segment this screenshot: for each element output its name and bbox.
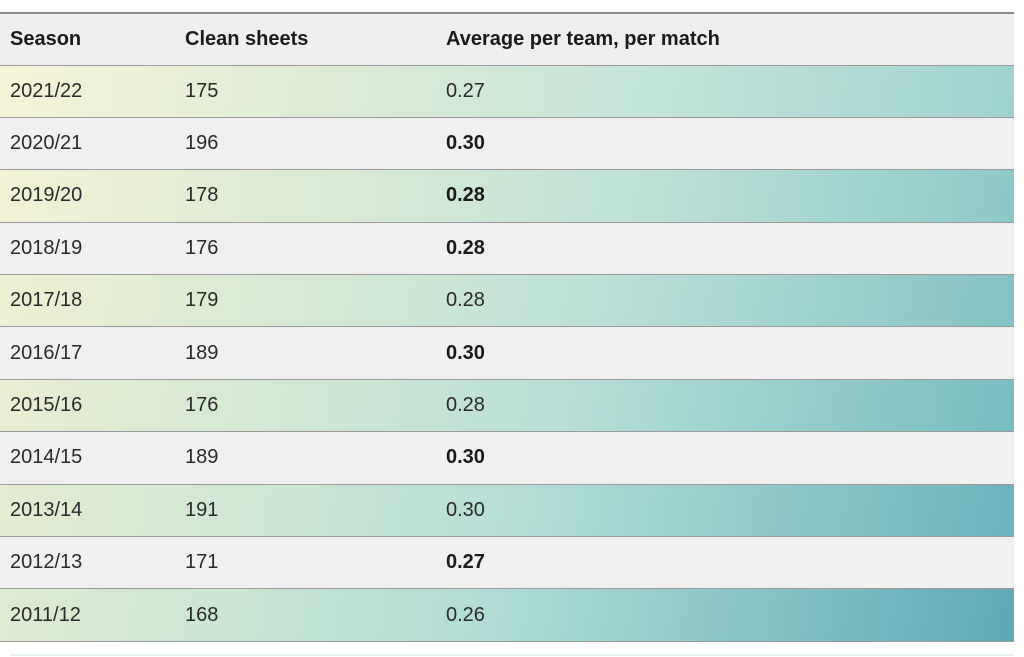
clean-sheets-cell: 189 [175,431,436,485]
season-cell: 2015/16 [0,379,175,433]
header-clean-sheets: Clean sheets [175,13,436,66]
average-cell: 0.30 [436,326,1014,380]
clean-sheets-cell: 179 [175,274,436,328]
average-cell: 0.26 [436,588,1014,642]
header-row: Season Clean sheets Average per team, pe… [0,13,1014,66]
season-cell: 2012/13 [0,536,175,590]
clean-sheets-cell: 171 [175,536,436,590]
clean-sheets-cell: 168 [175,588,436,642]
table-row: 2013/14 191 0.30 [0,484,1014,538]
season-cell: 2011/12 [0,588,175,642]
average-cell: 0.28 [436,274,1014,328]
table-header: Season Clean sheets Average per team, pe… [0,13,1014,66]
header-season: Season [0,13,175,66]
season-cell: 2021/22 [0,65,175,118]
season-cell: 2019/20 [0,169,175,223]
table-row: 2011/12 168 0.26 [0,588,1014,642]
bottom-divider [10,654,1014,656]
season-cell: 2020/21 [0,117,175,171]
table-row: 2019/20 178 0.28 [0,169,1014,223]
clean-sheets-cell: 176 [175,379,436,433]
table-row: 2017/18 179 0.28 [0,274,1014,328]
average-cell: 0.30 [436,484,1014,538]
average-cell: 0.30 [436,431,1014,485]
season-cell: 2013/14 [0,484,175,538]
average-cell: 0.27 [436,65,1014,118]
table-row: 2012/13 171 0.27 [0,536,1014,590]
clean-sheets-table: Season Clean sheets Average per team, pe… [0,12,1014,642]
average-cell: 0.28 [436,222,1014,276]
table-row: 2016/17 189 0.30 [0,326,1014,380]
average-cell: 0.28 [436,379,1014,433]
table-row: 2015/16 176 0.28 [0,379,1014,433]
clean-sheets-cell: 196 [175,117,436,171]
season-cell: 2016/17 [0,326,175,380]
season-cell: 2018/19 [0,222,175,276]
average-cell: 0.30 [436,117,1014,171]
clean-sheets-cell: 189 [175,326,436,380]
clean-sheets-cell: 176 [175,222,436,276]
average-cell: 0.27 [436,536,1014,590]
clean-sheets-cell: 191 [175,484,436,538]
header-average: Average per team, per match [436,13,1014,66]
season-cell: 2017/18 [0,274,175,328]
table-row: 2020/21 196 0.30 [0,117,1014,171]
table-row: 2018/19 176 0.28 [0,222,1014,276]
season-cell: 2014/15 [0,431,175,485]
clean-sheets-cell: 178 [175,169,436,223]
table-row: 2021/22 175 0.27 [0,65,1014,118]
table-body: 2021/22 175 0.27 2020/21 196 0.30 2019/2… [0,65,1014,642]
clean-sheets-cell: 175 [175,65,436,118]
table-row: 2014/15 189 0.30 [0,431,1014,485]
average-cell: 0.28 [436,169,1014,223]
